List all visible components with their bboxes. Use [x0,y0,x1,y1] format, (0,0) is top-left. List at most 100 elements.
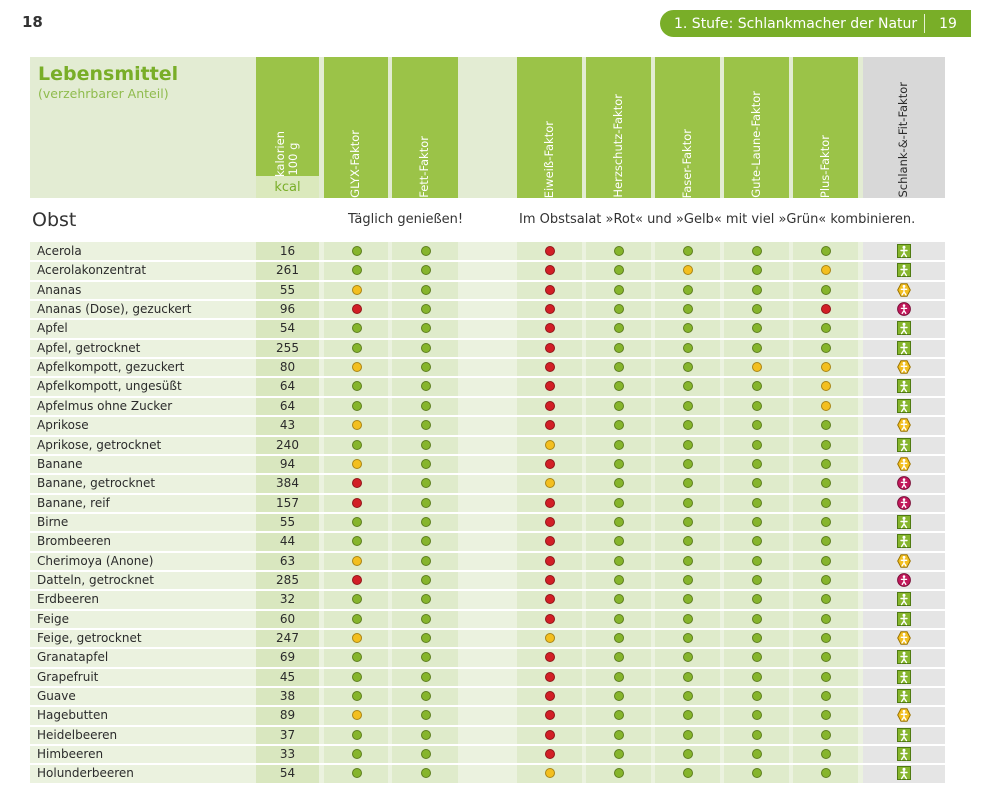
red-rating-dot [545,497,555,508]
food-name: Aprikose [37,418,89,433]
green-rating-dot [821,729,831,740]
green-rating-dot [752,478,762,489]
green-rating-dot [752,323,762,334]
food-name: Holunderbeeren [37,766,134,781]
kcal-value: 255 [276,340,299,355]
green-figure-icon [897,379,911,394]
kcal-value: 69 [279,650,296,665]
green-rating-dot [821,710,831,721]
green-rating-dot [614,362,624,373]
green-rating-dot [421,362,431,373]
table-row: Ananas (Dose), gezuckert 96 [30,300,945,319]
yellow-rating-dot [683,265,693,276]
food-column-title: Lebensmittel [38,63,179,85]
kcal-value: 16 [279,244,296,258]
red-figure-icon [897,476,911,491]
green-rating-dot [821,594,831,605]
kcal-value: 43 [279,418,296,433]
green-rating-dot [683,710,693,721]
kcal-value: 64 [279,398,296,413]
yellow-figure-icon [897,282,911,297]
green-rating-dot [614,555,624,566]
section-note-salad: Im Obstsalat »Rot« und »Gelb« mit viel »… [519,212,916,227]
green-rating-dot [683,594,693,605]
kcal-value: 247 [276,631,299,645]
section-note-daily: Täglich genießen! [348,212,464,227]
green-rating-dot [352,516,362,527]
yellow-figure-icon [897,418,911,432]
green-rating-dot [421,729,431,740]
green-rating-dot [352,265,362,276]
kcal-value: 384 [276,476,299,491]
green-rating-dot [614,749,624,760]
food-name: Birne [37,514,69,529]
green-rating-dot [421,710,431,721]
green-rating-dot [421,439,431,450]
page-number-right: 19 [939,15,957,32]
green-rating-dot [352,536,362,547]
green-rating-dot [821,671,831,682]
row-divider [30,744,945,747]
red-rating-dot [545,458,555,469]
kcal-value: 33 [279,747,296,762]
green-rating-dot [421,652,431,663]
factor-column-header: Herzschutz-Faktor [586,57,651,198]
kcal-value: 54 [279,321,296,336]
kcal-value: 55 [279,282,296,297]
factor-column-title: Gute-Laune-Faktor [748,91,763,198]
green-rating-dot [752,574,762,585]
green-rating-dot [352,246,362,256]
yellow-rating-dot [352,633,362,643]
food-name: Granatapfel [37,650,109,665]
schlank-fit-column-header: Schlank-&-Fit-Faktor [863,57,945,198]
green-rating-dot [421,594,431,605]
table-row: Holunderbeeren 54 [30,764,945,783]
table-row: Hagebutten 89 [30,706,945,725]
red-rating-dot [352,304,362,315]
green-rating-dot [352,342,362,353]
row-divider [30,395,945,398]
table-header-band [30,57,945,198]
yellow-rating-dot [821,265,831,276]
green-rating-dot [683,362,693,373]
table-row: Datteln, getrocknet 285 [30,571,945,590]
green-rating-dot [352,749,362,760]
green-rating-dot [821,516,831,527]
green-rating-dot [752,497,762,508]
kcal-value: 32 [279,592,296,607]
kcal-value: 89 [279,708,296,723]
food-name: Feige [37,611,69,626]
table-row: Heidelbeeren 37 [30,726,945,745]
green-figure-icon [897,592,911,607]
kcal-value: 157 [276,495,299,510]
green-rating-dot [614,400,624,411]
table-row: Himbeeren 33 [30,745,945,764]
green-rating-dot [683,671,693,682]
green-rating-dot [352,652,362,663]
table-row: Acerola 16 [30,242,945,261]
green-rating-dot [821,420,831,431]
green-rating-dot [752,284,762,295]
schlank-fit-column-title: Schlank-&-Fit-Faktor [896,82,911,198]
table-row: Apfel, getrocknet 255 [30,339,945,358]
table-row: Aprikose, getrocknet 240 [30,436,945,455]
green-rating-dot [614,342,624,353]
food-name: Brombeeren [37,534,111,549]
green-rating-dot [821,478,831,489]
green-rating-dot [352,729,362,740]
green-rating-dot [614,478,624,489]
factor-column-title: GLYX-Faktor [348,130,363,198]
green-rating-dot [421,420,431,431]
green-rating-dot [821,652,831,663]
green-rating-dot [352,671,362,682]
food-name: Feige, getrocknet [37,631,142,645]
green-figure-icon [897,611,911,626]
kcal-value: 45 [279,669,296,684]
green-rating-dot [421,768,431,779]
row-divider [30,279,945,282]
kcal-value: 44 [279,534,296,549]
factor-column-title: Fett-Faktor [417,136,432,198]
table-row: Acerolakonzentrat 261 [30,261,945,280]
green-rating-dot [683,574,693,585]
green-rating-dot [614,729,624,740]
